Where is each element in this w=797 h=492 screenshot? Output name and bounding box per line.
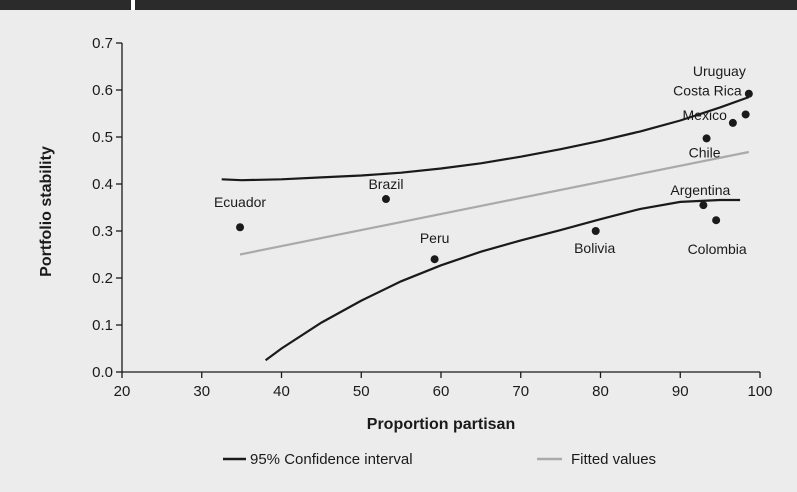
point-ecuador — [236, 223, 245, 232]
legend-ci-label: 95% Confidence interval — [250, 451, 413, 468]
x-tick-label: 60 — [433, 383, 450, 400]
header-bar-divider — [131, 0, 135, 10]
point-label-argentina: Argentina — [670, 182, 730, 198]
y-tick-label: 0.0 — [92, 364, 113, 381]
x-tick-label: 100 — [747, 383, 772, 400]
point-mexico — [728, 118, 737, 127]
fitted-values-line — [239, 150, 750, 256]
header-bar — [0, 0, 797, 10]
point-peru — [430, 255, 439, 264]
y-tick-label: 0.6 — [92, 82, 113, 99]
x-tick-label: 40 — [273, 383, 290, 400]
ci-lower-line — [264, 198, 741, 362]
point-label-chile: Chile — [689, 144, 721, 160]
point-label-costa-rica: Costa Rica — [673, 82, 742, 98]
x-tick-label: 30 — [193, 383, 210, 400]
y-tick-label: 0.2 — [92, 270, 113, 287]
y-tick-label: 0.3 — [92, 223, 113, 240]
axes: 0.0 0.1 0.2 0.3 0.4 0.5 0.6 0.7 20 30 40 50 60 70 80 90… — [92, 35, 772, 400]
point-costa-rica — [741, 110, 750, 119]
x-tick-label: 20 — [114, 383, 131, 400]
x-tick-label: 70 — [512, 383, 529, 400]
point-label-brazil: Brazil — [368, 176, 403, 192]
legend-fit-label: Fitted values — [571, 451, 656, 468]
confidence-band — [221, 96, 750, 362]
point-colombia — [712, 216, 721, 225]
y-tick-label: 0.4 — [92, 176, 113, 193]
y-tick-label: 0.5 — [92, 129, 113, 146]
point-label-ecuador: Ecuador — [214, 194, 266, 210]
point-label-mexico: Mexico — [683, 107, 728, 123]
point-label-bolivia: Bolivia — [574, 240, 615, 256]
point-label-colombia: Colombia — [688, 241, 747, 257]
y-axis-title: Portfolio stability — [38, 146, 55, 277]
y-tick-label: 0.1 — [92, 317, 113, 334]
fitted-line-group — [239, 150, 750, 256]
point-bolivia — [591, 227, 600, 235]
data-points: Ecuador Brazil Peru Bolivia Argentina Colombi… — [214, 63, 753, 264]
point-brazil — [381, 195, 390, 204]
legend: 95% Confidence interval Fitted values — [223, 451, 656, 468]
point-label-uruguay: Uruguay — [693, 63, 746, 79]
point-label-peru: Peru — [420, 230, 450, 246]
x-tick-label: 80 — [592, 383, 609, 400]
point-chile — [702, 134, 711, 143]
point-argentina — [699, 201, 708, 210]
y-tick-label: 0.7 — [92, 35, 113, 52]
point-uruguay — [744, 89, 753, 98]
x-axis-title: Proportion partisan — [367, 416, 515, 433]
x-tick-label: 50 — [353, 383, 370, 400]
x-tick-label: 90 — [672, 383, 689, 400]
ci-upper-line — [221, 96, 750, 182]
